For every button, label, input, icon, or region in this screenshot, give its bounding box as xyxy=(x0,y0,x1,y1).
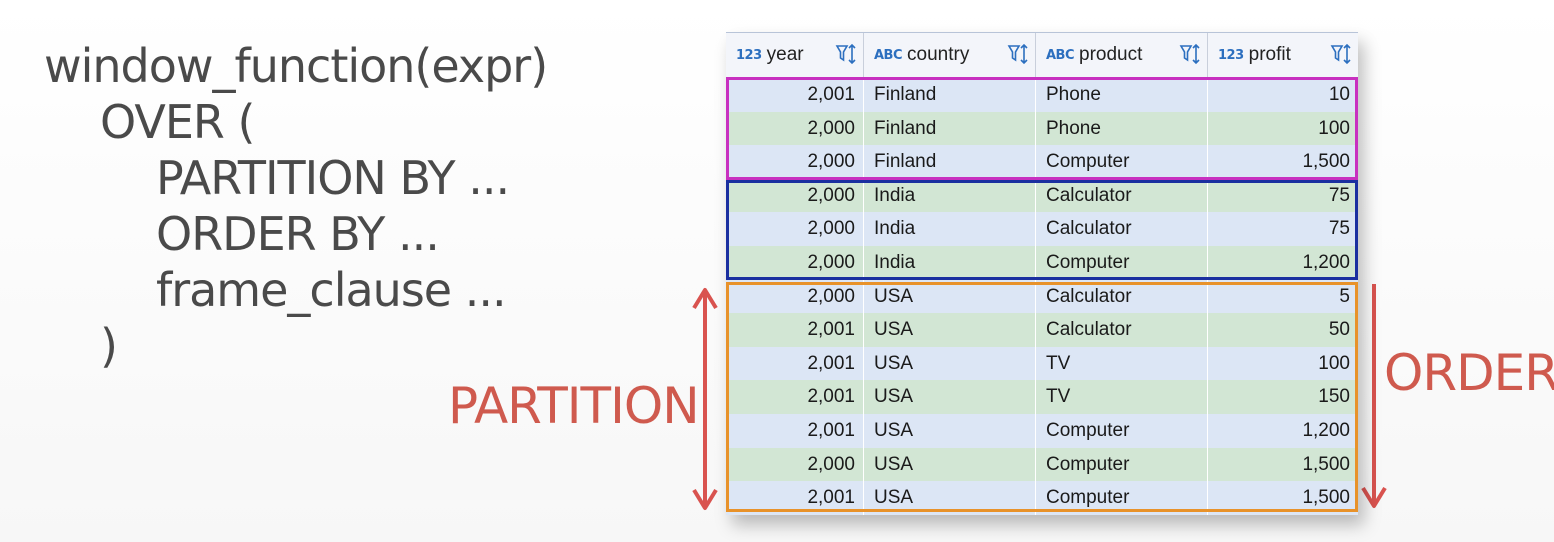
cell-year[interactable]: 2,000 xyxy=(726,279,864,314)
numeric-type-icon: 123 xyxy=(736,47,762,63)
column-header-label: country xyxy=(907,44,970,65)
cell-year[interactable]: 2,000 xyxy=(726,212,864,246)
cell-profit[interactable]: 75 xyxy=(1328,218,1350,240)
cell-product[interactable]: Calculator xyxy=(1036,212,1208,246)
cell-country[interactable]: USA xyxy=(864,279,1036,314)
cell-profit[interactable]: 1,500 xyxy=(1302,151,1350,173)
table-row[interactable]: 2,000 India Computer 1,200 xyxy=(726,245,1358,280)
cell-country[interactable]: Finland xyxy=(864,145,1036,179)
cell-product[interactable]: Computer xyxy=(1036,447,1208,482)
table-row[interactable]: 2,001 USA TV 100 xyxy=(726,346,1358,381)
cell-profit[interactable]: 75 xyxy=(1328,184,1350,206)
column-header-label: product xyxy=(1079,44,1143,65)
column-header-label: year xyxy=(766,44,804,65)
cell-year[interactable]: 2,000 xyxy=(726,111,864,146)
cell-product[interactable]: Calculator xyxy=(1036,313,1208,347)
cell-country[interactable]: India xyxy=(864,178,1036,213)
order-label: ORDER xyxy=(1384,344,1554,402)
code-line-partition-by: PARTITION BY ... xyxy=(156,151,510,205)
cell-profit[interactable]: 150 xyxy=(1318,386,1350,408)
table-row[interactable]: 2,000 USA Calculator 5 xyxy=(726,279,1358,314)
cell-profit[interactable]: 5 xyxy=(1339,285,1350,307)
cell-profit[interactable]: 1,500 xyxy=(1302,487,1350,509)
cell-profit[interactable]: 50 xyxy=(1328,319,1350,341)
cell-profit[interactable]: 1,500 xyxy=(1302,453,1350,475)
table-row[interactable]: 2,000 India Calculator 75 xyxy=(726,212,1358,246)
table-row[interactable]: 2,001 USA TV 150 xyxy=(726,380,1358,414)
cell-product[interactable]: Phone xyxy=(1036,111,1208,146)
table-row[interactable]: 2,000 India Calculator 75 xyxy=(726,178,1358,213)
partition-arrow-icon xyxy=(692,288,718,510)
cell-country[interactable]: USA xyxy=(864,447,1036,482)
cell-profit[interactable]: 100 xyxy=(1318,352,1350,374)
cell-product[interactable]: Calculator xyxy=(1036,279,1208,314)
partition-label: PARTITION xyxy=(448,377,700,435)
filter-sort-icon[interactable] xyxy=(1007,43,1029,65)
cell-country[interactable]: USA xyxy=(864,380,1036,414)
table-row[interactable]: 2,000 USA Computer 1,500 xyxy=(726,447,1358,482)
cell-country[interactable]: USA xyxy=(864,413,1036,448)
code-line-close-paren: ) xyxy=(100,319,118,373)
cell-year[interactable]: 2,001 xyxy=(726,481,864,515)
cell-product[interactable]: Computer xyxy=(1036,245,1208,280)
cell-year[interactable]: 2,001 xyxy=(726,380,864,414)
grid-header: 123 year ABC country ABC product 123 xyxy=(726,32,1358,78)
code-line-order-by: ORDER BY ... xyxy=(156,207,440,261)
cell-country[interactable]: India xyxy=(864,212,1036,246)
cell-year[interactable]: 2,000 xyxy=(726,447,864,482)
table-row[interactable]: 2,001 USA Computer 1,200 xyxy=(726,413,1358,448)
cell-year[interactable]: 2,000 xyxy=(726,245,864,280)
cell-product[interactable]: Phone xyxy=(1036,78,1208,112)
cell-profit[interactable]: 10 xyxy=(1328,84,1350,105)
column-header-label: profit xyxy=(1248,44,1291,65)
code-line-window-function: window_function(expr) xyxy=(44,39,548,93)
cell-year[interactable]: 2,001 xyxy=(726,346,864,381)
text-type-icon: ABC xyxy=(874,47,903,63)
cell-product[interactable]: Computer xyxy=(1036,145,1208,179)
cell-country[interactable]: Finland xyxy=(864,111,1036,146)
cell-year[interactable]: 2,000 xyxy=(726,145,864,179)
result-grid: 123 year ABC country ABC product 123 xyxy=(726,32,1358,515)
cell-country[interactable]: USA xyxy=(864,481,1036,515)
table-row[interactable]: 2,001 USA Computer 1,500 xyxy=(726,481,1358,515)
text-type-icon: ABC xyxy=(1046,47,1075,63)
table-row[interactable]: 2,000 Finland Computer 1,500 xyxy=(726,145,1358,179)
cell-country[interactable]: Finland xyxy=(864,78,1036,112)
code-line-frame-clause: frame_clause ... xyxy=(156,263,507,317)
column-header-country[interactable]: ABC country xyxy=(864,33,1036,77)
numeric-type-icon: 123 xyxy=(1218,47,1244,63)
cell-profit[interactable]: 1,200 xyxy=(1302,251,1350,273)
cell-profit[interactable]: 100 xyxy=(1318,117,1350,139)
cell-year[interactable]: 2,001 xyxy=(726,413,864,448)
cell-year[interactable]: 2,000 xyxy=(726,178,864,213)
filter-sort-icon[interactable] xyxy=(1330,43,1352,65)
cell-product[interactable]: TV xyxy=(1036,380,1208,414)
column-header-product[interactable]: ABC product xyxy=(1036,33,1208,77)
cell-year[interactable]: 2,001 xyxy=(726,313,864,347)
cell-country[interactable]: India xyxy=(864,245,1036,280)
table-row[interactable]: 2,000 Finland Phone 100 xyxy=(726,111,1358,146)
cell-profit[interactable]: 1,200 xyxy=(1302,419,1350,441)
cell-country[interactable]: USA xyxy=(864,313,1036,347)
filter-sort-icon[interactable] xyxy=(835,43,857,65)
table-row[interactable]: 2,001 Finland Phone 10 xyxy=(726,78,1358,112)
cell-product[interactable]: Computer xyxy=(1036,481,1208,515)
table-row[interactable]: 2,001 USA Calculator 50 xyxy=(726,313,1358,347)
cell-product[interactable]: TV xyxy=(1036,346,1208,381)
order-arrow-icon xyxy=(1361,284,1387,508)
cell-product[interactable]: Calculator xyxy=(1036,178,1208,213)
column-header-profit[interactable]: 123 profit xyxy=(1208,33,1358,77)
column-header-year[interactable]: 123 year xyxy=(726,33,864,77)
grid-body: 2,001 Finland Phone 10 2,000 Finland Phone 100 2… xyxy=(726,78,1358,515)
cell-product[interactable]: Computer xyxy=(1036,413,1208,448)
cell-year[interactable]: 2,001 xyxy=(726,78,864,112)
filter-sort-icon[interactable] xyxy=(1179,43,1201,65)
cell-country[interactable]: USA xyxy=(864,346,1036,381)
code-line-over: OVER ( xyxy=(100,95,255,149)
